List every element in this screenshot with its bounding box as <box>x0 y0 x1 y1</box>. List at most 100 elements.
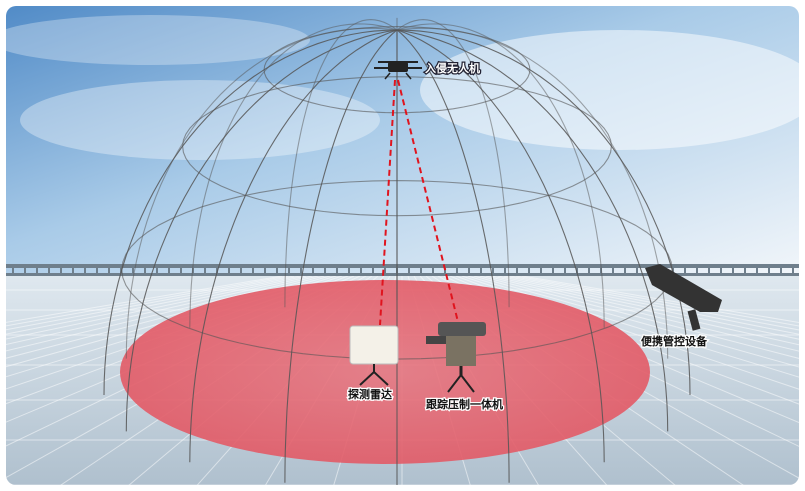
post <box>204 266 206 275</box>
label-radar: 探测雷达 <box>348 387 392 401</box>
post <box>36 266 38 275</box>
post <box>780 266 782 275</box>
dome-ring <box>121 180 673 360</box>
post <box>552 266 554 275</box>
post <box>216 266 218 275</box>
post <box>672 266 674 275</box>
post <box>72 266 74 275</box>
post <box>468 266 470 275</box>
detect-line <box>379 79 396 326</box>
tile-line <box>473 275 799 485</box>
dome-meridian <box>284 29 398 483</box>
post <box>792 266 794 275</box>
post <box>144 266 146 275</box>
post <box>732 266 734 275</box>
dome-meridian <box>396 23 605 328</box>
post <box>636 266 638 275</box>
post <box>492 266 494 275</box>
post <box>756 266 758 275</box>
railing <box>6 264 799 268</box>
post <box>504 266 506 275</box>
dome-ring <box>182 76 612 217</box>
post <box>696 266 698 275</box>
post <box>60 266 62 275</box>
post <box>720 266 722 275</box>
dome-meridian <box>284 19 398 308</box>
label-tracker: 跟踪压制一体机 <box>426 397 503 411</box>
post <box>264 266 266 275</box>
post <box>372 266 374 275</box>
cloud <box>420 30 799 150</box>
post <box>624 266 626 275</box>
handheld-device <box>645 264 722 331</box>
post <box>48 266 50 275</box>
dome-meridian <box>396 19 510 308</box>
post <box>300 266 302 275</box>
tile-line <box>515 275 799 485</box>
dome-meridian <box>396 29 669 432</box>
post <box>240 266 242 275</box>
tile-line <box>491 275 799 485</box>
post <box>564 266 566 275</box>
dome-meridian <box>396 29 605 463</box>
tile-line <box>521 275 799 485</box>
label-handheld: 便携管控设备 <box>641 334 708 348</box>
post <box>0 266 2 275</box>
post <box>480 266 482 275</box>
post <box>96 266 98 275</box>
post <box>336 266 338 275</box>
tile-line <box>6 275 313 485</box>
post <box>588 266 590 275</box>
post <box>432 266 434 275</box>
post <box>408 266 410 275</box>
track-line <box>397 79 461 331</box>
label-drone: 入侵无人机 <box>425 61 480 75</box>
post <box>156 266 158 275</box>
post <box>132 266 134 275</box>
post <box>528 266 530 275</box>
post <box>276 266 278 275</box>
railing <box>6 273 799 276</box>
post <box>768 266 770 275</box>
tile-line <box>497 275 799 485</box>
tile-line <box>6 275 307 485</box>
post <box>324 266 326 275</box>
post <box>576 266 578 275</box>
coverage-zone <box>120 280 650 464</box>
post <box>120 266 122 275</box>
cloud <box>6 15 310 65</box>
post <box>360 266 362 275</box>
post <box>312 266 314 275</box>
post <box>108 266 110 275</box>
post <box>288 266 290 275</box>
post <box>180 266 182 275</box>
tile-line <box>6 275 289 485</box>
dome-meridian <box>189 23 398 328</box>
railing-posts <box>0 266 794 275</box>
cloud <box>20 80 380 160</box>
post <box>444 266 446 275</box>
dome-meridian <box>189 29 398 463</box>
tile-line <box>6 275 319 485</box>
dome-meridian <box>396 29 510 483</box>
post <box>252 266 254 275</box>
radar <box>349 325 399 386</box>
post <box>12 266 14 275</box>
drone <box>374 61 422 80</box>
dome-ring <box>263 26 531 114</box>
post <box>384 266 386 275</box>
tile-line <box>479 275 799 485</box>
post <box>744 266 746 275</box>
post <box>708 266 710 275</box>
tile-line <box>6 275 295 485</box>
post <box>24 266 26 275</box>
tile-line <box>503 275 799 485</box>
post <box>348 266 350 275</box>
post <box>228 266 230 275</box>
tile-line <box>485 275 799 485</box>
post <box>684 266 686 275</box>
post <box>168 266 170 275</box>
post <box>456 266 458 275</box>
